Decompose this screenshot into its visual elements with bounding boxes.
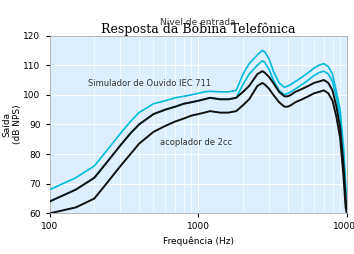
Text: Nivel de entrada: Nivel de entrada <box>160 18 236 27</box>
Text: acoplador de 2cc: acoplador de 2cc <box>160 138 232 147</box>
Title: Resposta da Bobina Telefônica: Resposta da Bobina Telefônica <box>101 22 296 36</box>
X-axis label: Frequência (Hz): Frequência (Hz) <box>163 237 234 246</box>
Text: Simulador de Ouvido IEC 711: Simulador de Ouvido IEC 711 <box>87 79 211 88</box>
Y-axis label: Saída
(dB NPS): Saída (dB NPS) <box>2 105 22 144</box>
